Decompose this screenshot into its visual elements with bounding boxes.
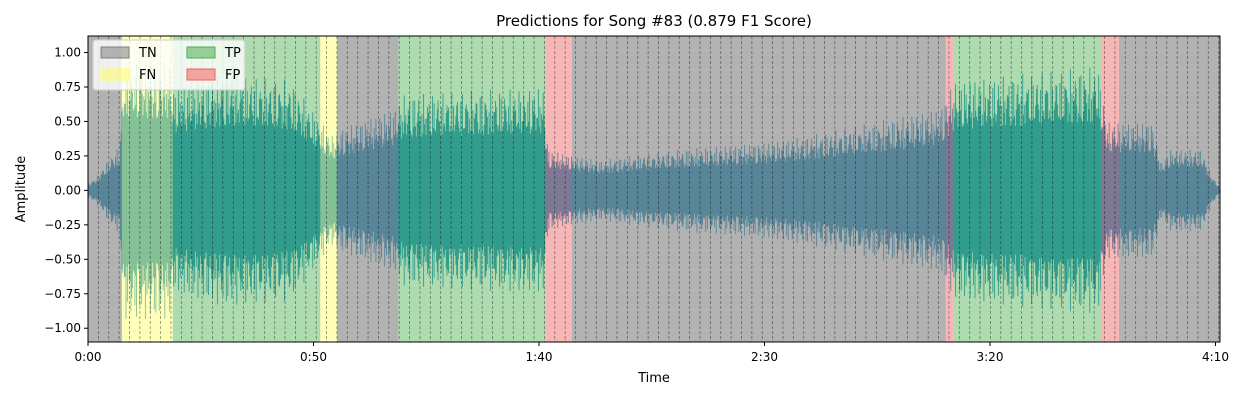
region-fp <box>945 36 954 342</box>
y-tick-label: −0.25 <box>44 218 81 232</box>
x-axis-ticks: 0:00 0:50 1:40 2:30 3:20 4:10 <box>75 342 1229 364</box>
y-tick-label: 0.00 <box>54 183 81 197</box>
region-fp <box>1100 36 1119 342</box>
y-tick-label: −0.50 <box>44 252 81 266</box>
legend: TN FN TP FP <box>92 39 246 91</box>
legend-swatch-fn <box>100 68 130 81</box>
plot-area <box>88 36 1220 342</box>
region-tp <box>398 36 546 342</box>
legend-swatch-fp <box>186 68 216 81</box>
plot-frame <box>87 35 1221 343</box>
x-tick-label: 1:40 <box>526 350 553 364</box>
legend-swatch-tp <box>186 46 216 59</box>
y-tick-label: −1.00 <box>44 321 81 335</box>
region-tn <box>1118 36 1220 342</box>
region-tn <box>336 36 399 342</box>
y-axis-label: Amplitude <box>14 156 29 223</box>
region-fn <box>320 36 337 342</box>
region-fp <box>545 36 572 342</box>
x-tick-label: 2:30 <box>751 350 778 364</box>
legend-label-tp: TP <box>224 46 241 61</box>
prediction-regions <box>88 36 1220 342</box>
y-tick-label: 0.75 <box>54 80 81 94</box>
x-tick-label: 0:50 <box>300 350 327 364</box>
y-axis-ticks: 1.00 0.75 0.50 0.25 0.00 −0.25 −0.50 −0.75 −1.00 <box>44 46 88 335</box>
region-tn <box>571 36 946 342</box>
legend-label-fn: FN <box>139 68 156 83</box>
y-tick-label: 0.50 <box>54 114 81 128</box>
y-tick-label: −0.75 <box>44 287 81 301</box>
x-tick-label: 3:20 <box>977 350 1004 364</box>
legend-label-fp: FP <box>225 68 240 83</box>
legend-label-tn: TN <box>138 46 157 61</box>
x-tick-label: 4:10 <box>1202 350 1229 364</box>
x-axis-label: Time <box>637 371 670 386</box>
y-tick-label: 0.25 <box>54 149 81 163</box>
chart-title: Predictions for Song #83 (0.879 F1 Score… <box>496 12 812 30</box>
legend-swatch-tn <box>100 46 130 59</box>
x-tick-label: 0:00 <box>75 350 102 364</box>
region-tp <box>953 36 1101 342</box>
y-tick-label: 1.00 <box>54 46 81 60</box>
